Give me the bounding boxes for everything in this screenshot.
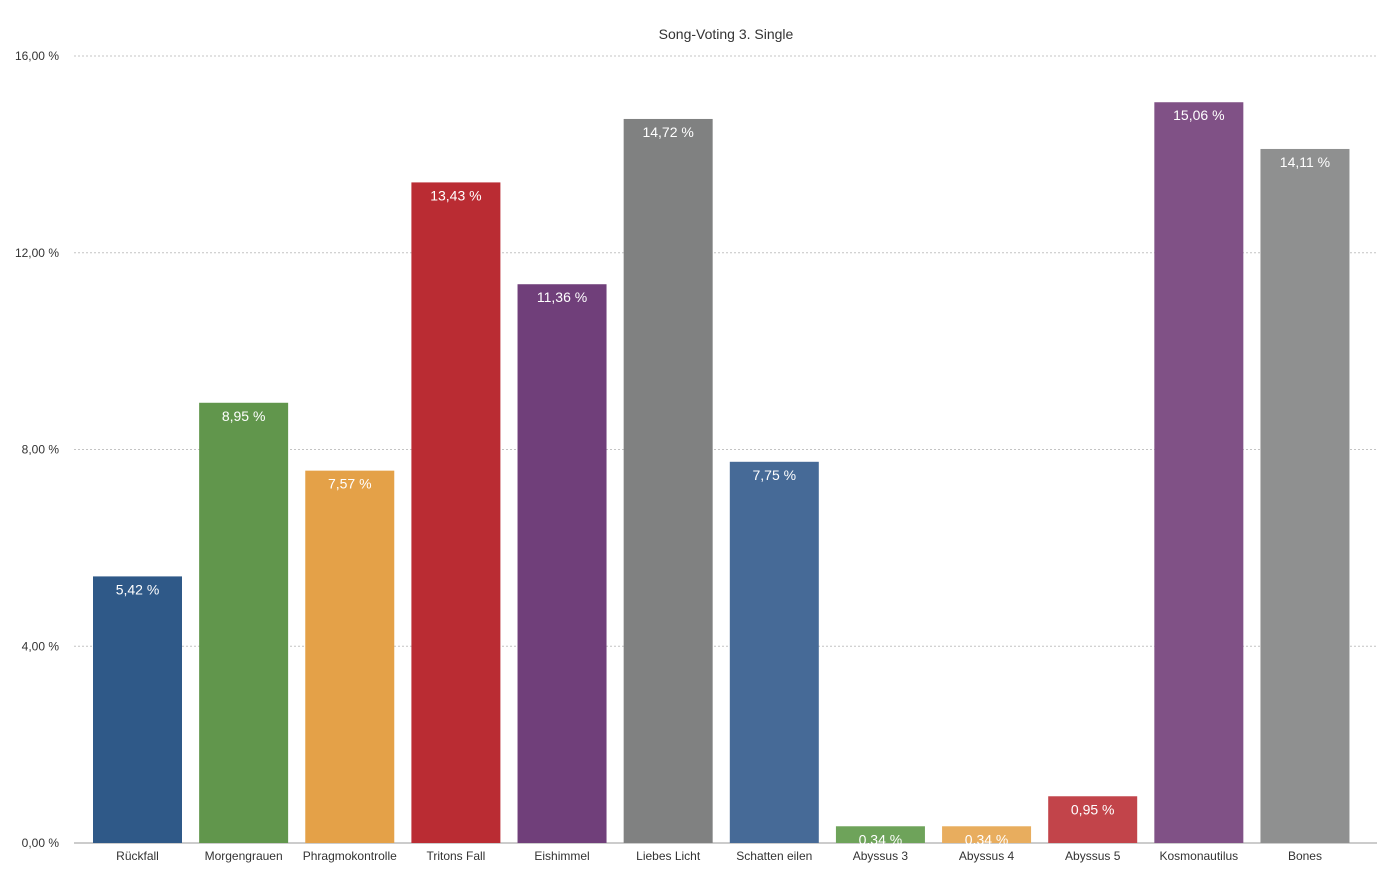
- bar-value-label: 0,95 %: [1071, 801, 1115, 817]
- y-tick-label: 12,00 %: [15, 246, 59, 260]
- bar: [93, 576, 182, 843]
- bar: [305, 470, 395, 843]
- y-axis-ticks: 0,00 % 4,00 % 8,00 % 12,00 % 16,00 %: [15, 49, 59, 850]
- x-category-label: Abyssus 3: [853, 849, 909, 863]
- x-category-label: Morgengrauen: [205, 849, 283, 863]
- y-tick-label: 0,00 %: [22, 836, 60, 850]
- chart-title: Song-Voting 3. Single: [659, 26, 794, 42]
- y-tick-label: 4,00 %: [22, 639, 60, 653]
- bar: [729, 461, 819, 843]
- bars: 5,42 % 8,95 % 7,57 % 13,43 % 11,36 % 14,72 % 7…: [93, 102, 1350, 847]
- bar-value-label: 5,42 %: [116, 581, 160, 597]
- bar-value-label: 8,95 %: [222, 408, 266, 424]
- bar: [623, 118, 713, 843]
- x-category-label: Phragmokontrolle: [303, 849, 397, 863]
- bar-value-label: 13,43 %: [430, 187, 481, 203]
- x-category-label: Liebes Licht: [636, 849, 701, 863]
- x-category-label: Schatten eilen: [736, 849, 812, 863]
- x-category-label: Abyssus 5: [1065, 849, 1121, 863]
- bar-value-label: 11,36 %: [537, 289, 587, 305]
- bar-value-label: 14,11 %: [1280, 154, 1330, 170]
- bar: [411, 182, 501, 844]
- x-category-label: Kosmonautilus: [1159, 849, 1238, 863]
- bar: [835, 826, 925, 843]
- x-category-label: Bones: [1288, 849, 1322, 863]
- x-category-label: Tritons Fall: [426, 849, 485, 863]
- bar-value-label: 0,34 %: [965, 831, 1009, 847]
- x-axis-labels: Rückfall Morgengrauen Phragmokontrolle Trit…: [116, 849, 1322, 863]
- y-tick-label: 8,00 %: [22, 443, 60, 457]
- bar: [942, 826, 1032, 843]
- x-category-label: Rückfall: [116, 849, 159, 863]
- bar: [199, 402, 289, 843]
- x-category-label: Eishimmel: [534, 849, 589, 863]
- x-category-label: Abyssus 4: [959, 849, 1015, 863]
- bar-value-label: 7,57 %: [328, 476, 372, 492]
- bar-value-label: 14,72 %: [642, 124, 693, 140]
- y-tick-label: 16,00 %: [15, 49, 59, 63]
- bar-value-label: 7,75 %: [753, 467, 797, 483]
- bar: [1154, 102, 1244, 843]
- bar-value-label: 0,34 %: [859, 831, 903, 847]
- bar: [517, 284, 607, 844]
- bar-value-label: 15,06 %: [1173, 107, 1224, 123]
- bar: [1260, 148, 1350, 844]
- bar: [1048, 796, 1138, 843]
